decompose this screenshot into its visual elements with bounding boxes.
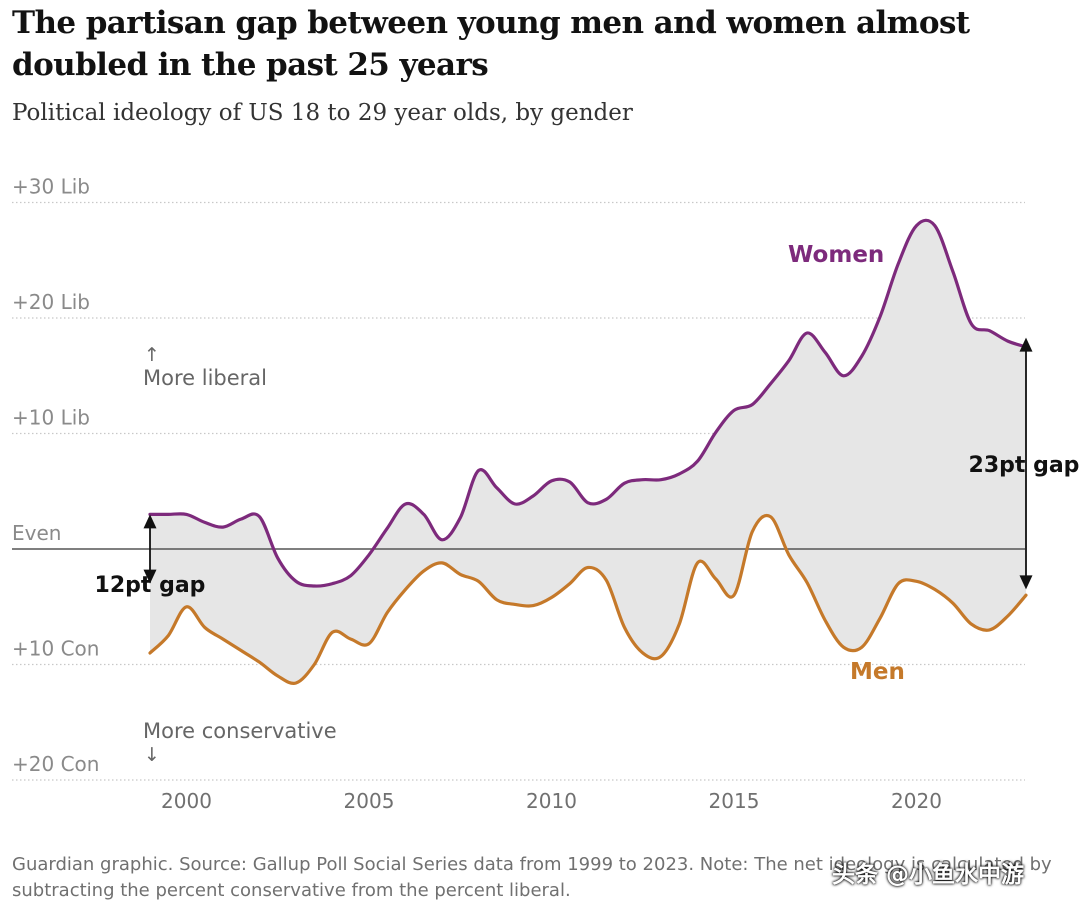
x-tick-label: 2015 xyxy=(709,789,760,813)
y-tick-label: +10 Lib xyxy=(12,406,90,430)
y-tick-label: Even xyxy=(12,521,61,545)
more-conservative-arrow: ↓ xyxy=(144,744,160,766)
watermark: 头条 @小鱼水中游 xyxy=(832,862,1025,888)
x-tick-label: 2000 xyxy=(161,789,212,813)
y-tick-label: +20 Con xyxy=(12,752,99,776)
gap-label-12pt: 12pt gap xyxy=(95,573,206,598)
series-line-men xyxy=(148,513,1028,685)
series-label-men: Men xyxy=(850,659,905,685)
more-liberal-arrow: ↑ xyxy=(144,344,160,366)
x-axis-labels: 2000 2005 2010 2015 2020 xyxy=(161,789,942,813)
gap-area xyxy=(150,220,1026,684)
gap-arrow-1999: 12pt gap xyxy=(95,514,206,598)
y-tick-label: +10 Con xyxy=(12,637,99,661)
gap-arrow-2023: 23pt gap xyxy=(969,337,1080,590)
series-line-women xyxy=(148,218,1028,588)
y-tick-label: +30 Lib xyxy=(12,175,90,199)
y-tick-label: +20 Lib xyxy=(12,290,90,314)
chart-subtitle: Political ideology of US 18 to 29 year o… xyxy=(12,100,633,126)
source-note: Guardian graphic. Source: Gallup Poll So… xyxy=(12,854,1052,901)
chart-title: The partisan gap between young men and w… xyxy=(12,5,970,83)
more-conservative-label: More conservative xyxy=(143,719,337,743)
x-tick-label: 2010 xyxy=(526,789,577,813)
gap-label-23pt: 23pt gap xyxy=(969,453,1080,478)
y-axis-labels: +30 Lib +20 Lib +10 Lib Even +10 Con +20 Con xyxy=(12,175,99,777)
x-tick-label: 2005 xyxy=(344,789,395,813)
more-liberal-label: More liberal xyxy=(143,366,267,390)
x-tick-label: 2020 xyxy=(891,789,942,813)
series-label-women: Women xyxy=(788,242,884,268)
